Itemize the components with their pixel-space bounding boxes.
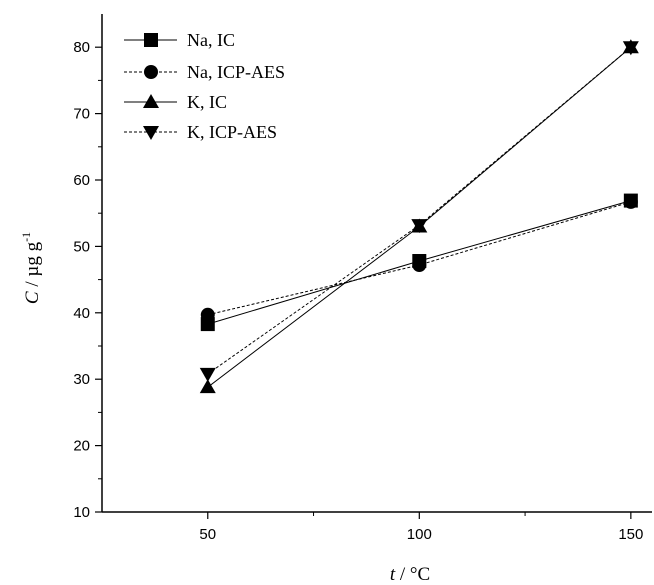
y-tick-label: 10 [73,504,90,521]
axes [101,14,652,513]
data-point-triangle-down [622,41,639,56]
legend-marker-triangle-up [143,94,159,108]
series-layer [199,39,639,394]
y-tick-label: 80 [73,39,90,56]
legend-item-3: K, ICP-AES [124,122,277,142]
series-line [207,46,632,375]
x-tick-label: 50 [199,526,216,543]
legend-label: Na, ICP-AES [187,62,285,82]
x-axis-title: t / °C [390,564,430,585]
y-tick-label: 40 [73,305,90,322]
x-tick-label: 100 [407,526,432,543]
legend-item-0: Na, IC [124,30,235,50]
legend-item-1: Na, ICP-AES [124,62,285,82]
y-axis-title: C / µg g-1 [19,232,43,304]
legend-marker-circle [144,65,158,79]
data-point-triangle-down [411,219,428,234]
series-2 [199,39,639,394]
legend-label: K, IC [187,92,227,112]
y-axis-unit: / µg g [22,241,43,291]
data-point-circle [623,194,638,209]
data-point-circle [412,257,427,272]
series-line [207,46,632,388]
data-point-circle [200,307,215,322]
x-tick-label: 150 [618,526,643,543]
x-axis-ticks: 50 100 150 [199,512,643,543]
legend-label: Na, IC [187,30,235,50]
x-axis-unit: / °C [395,564,430,585]
series-3 [199,41,639,382]
legend-item-2: K, IC [124,92,227,112]
y-tick-label: 30 [73,371,90,388]
x-axis-variable: t [390,564,396,585]
y-tick-label: 50 [73,238,90,255]
y-tick-label: 20 [73,438,90,455]
y-axis-unit-superscript: -1 [19,232,33,242]
y-axis-variable: C [22,291,43,304]
series-1 [200,194,638,322]
legend-marker-square [144,33,158,47]
legend: Na, IC Na, ICP-AES K, IC K, ICP-AES [124,30,285,142]
y-axis-ticks: 10 20 30 40 50 60 70 80 [73,39,102,521]
y-tick-label: 70 [73,106,90,123]
legend-label: K, ICP-AES [187,122,277,142]
data-point-triangle-up [199,379,216,394]
data-point-triangle-down [199,367,216,382]
legend-marker-triangle-down [143,126,159,140]
y-tick-label: 60 [73,172,90,189]
